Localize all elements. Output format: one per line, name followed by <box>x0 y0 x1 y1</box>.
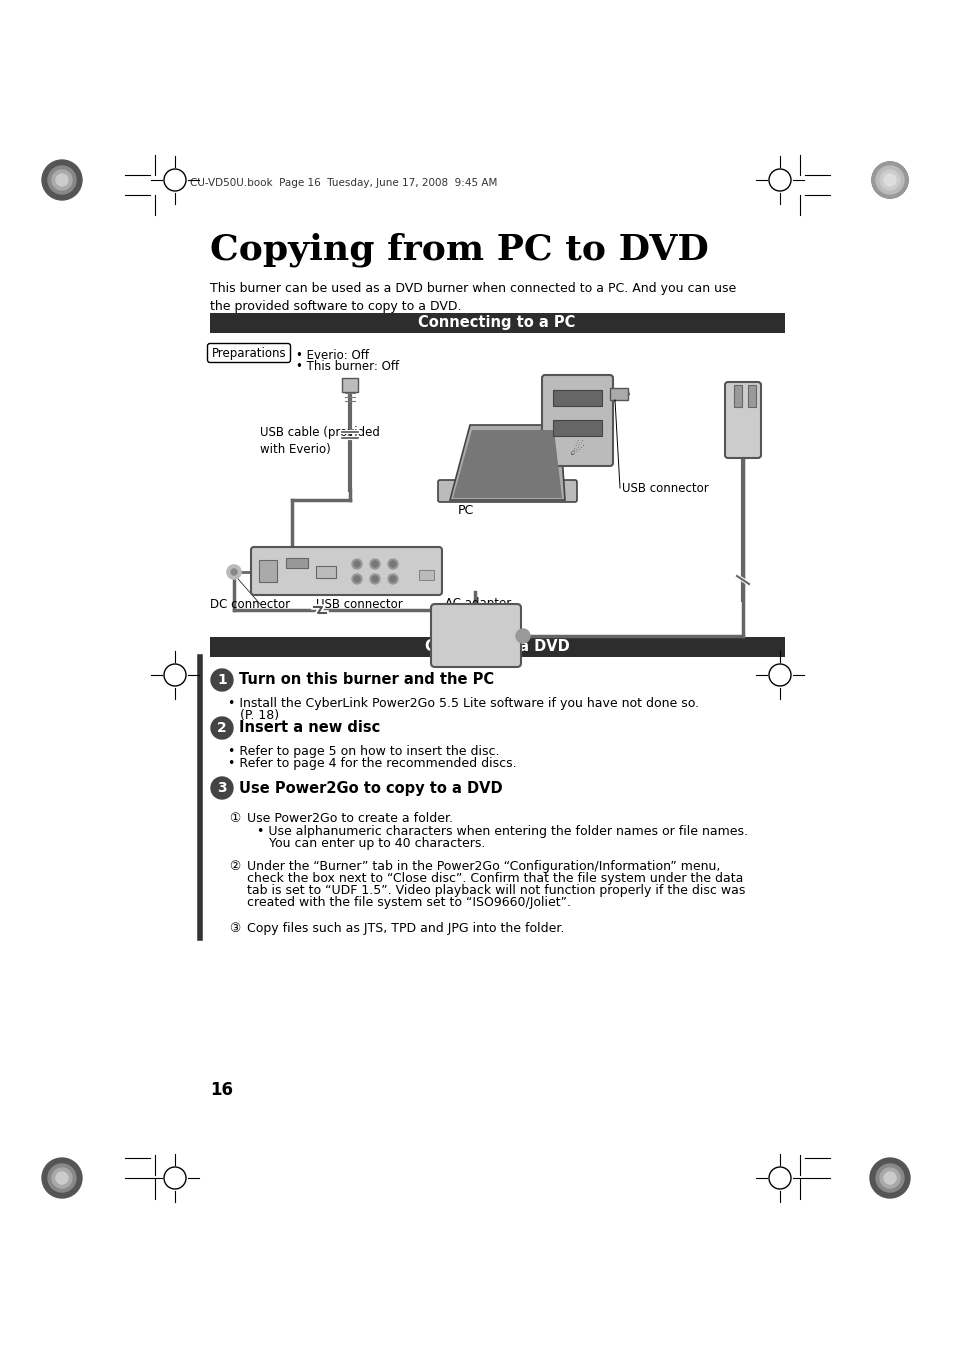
Text: USB cable (provided
with Everio): USB cable (provided with Everio) <box>260 427 379 456</box>
Text: PC: PC <box>457 504 474 517</box>
Text: USB connector: USB connector <box>315 598 402 610</box>
Polygon shape <box>450 425 564 500</box>
Circle shape <box>227 566 241 579</box>
Text: You can enter up to 40 characters.: You can enter up to 40 characters. <box>256 837 485 850</box>
FancyBboxPatch shape <box>431 603 520 667</box>
Circle shape <box>370 559 379 568</box>
Circle shape <box>231 568 236 575</box>
Circle shape <box>875 166 903 194</box>
Bar <box>553 420 601 436</box>
Circle shape <box>879 1168 899 1188</box>
Circle shape <box>372 562 377 567</box>
Text: created with the file system set to “ISO9660/Joliet”.: created with the file system set to “ISO… <box>247 896 571 909</box>
Text: Use Power2Go to create a folder.: Use Power2Go to create a folder. <box>247 811 453 825</box>
Text: Use Power2Go to copy to a DVD: Use Power2Go to copy to a DVD <box>239 780 502 795</box>
Text: ②: ② <box>229 860 240 873</box>
Circle shape <box>52 170 71 190</box>
FancyBboxPatch shape <box>724 382 760 458</box>
FancyBboxPatch shape <box>251 547 441 595</box>
Bar <box>210 637 784 657</box>
Circle shape <box>871 162 907 198</box>
Circle shape <box>388 574 397 585</box>
Text: • Everio: Off: • Everio: Off <box>295 350 369 362</box>
Text: • This burner: Off: • This burner: Off <box>295 360 398 373</box>
Text: USB connector: USB connector <box>621 482 708 494</box>
Circle shape <box>880 171 898 189</box>
Circle shape <box>871 162 907 198</box>
Text: 2: 2 <box>217 721 227 734</box>
Bar <box>733 385 741 406</box>
Text: • Install the CyberLink Power2Go 5.5 Lite software if you have not done so.: • Install the CyberLink Power2Go 5.5 Lit… <box>228 697 699 710</box>
Text: ☄: ☄ <box>569 441 584 459</box>
Text: ③: ③ <box>229 922 240 936</box>
Text: • Refer to page 4 for the recommended discs.: • Refer to page 4 for the recommended di… <box>228 757 517 769</box>
Circle shape <box>211 717 233 738</box>
Text: Under the “Burner” tab in the Power2Go “Configuration/Information” menu,: Under the “Burner” tab in the Power2Go “… <box>247 860 720 873</box>
Bar <box>747 385 755 406</box>
Bar <box>553 390 601 406</box>
FancyBboxPatch shape <box>208 343 291 363</box>
Text: ①: ① <box>229 811 240 825</box>
Circle shape <box>388 559 397 568</box>
Circle shape <box>56 1172 68 1184</box>
Circle shape <box>352 559 361 568</box>
Bar <box>286 558 308 568</box>
FancyBboxPatch shape <box>541 375 613 466</box>
Bar <box>418 570 434 580</box>
Circle shape <box>390 576 395 582</box>
Text: Connecting to a PC: Connecting to a PC <box>417 316 575 331</box>
Polygon shape <box>453 431 561 498</box>
Bar <box>315 566 335 578</box>
Text: Copying from PC to DVD: Copying from PC to DVD <box>210 232 708 267</box>
Circle shape <box>877 167 902 193</box>
Bar <box>341 378 357 392</box>
Text: 3: 3 <box>217 782 227 795</box>
Text: tab is set to “UDF 1.5”. Video playback will not function properly if the disc w: tab is set to “UDF 1.5”. Video playback … <box>247 884 744 896</box>
Circle shape <box>42 161 82 200</box>
Text: • Use alphanumeric characters when entering the folder names or file names.: • Use alphanumeric characters when enter… <box>256 825 747 838</box>
Circle shape <box>211 778 233 799</box>
Circle shape <box>354 576 359 582</box>
Text: Insert a new disc: Insert a new disc <box>239 721 380 736</box>
Circle shape <box>883 174 895 186</box>
Circle shape <box>354 562 359 567</box>
Text: DC connector: DC connector <box>210 598 290 610</box>
Text: Copying to a DVD: Copying to a DVD <box>424 640 569 655</box>
Circle shape <box>875 1164 903 1192</box>
Circle shape <box>883 174 895 185</box>
Text: 1: 1 <box>217 674 227 687</box>
Text: Copy files such as JTS, TPD and JPG into the folder.: Copy files such as JTS, TPD and JPG into… <box>247 922 564 936</box>
Bar <box>258 560 276 582</box>
Circle shape <box>52 1168 71 1188</box>
Circle shape <box>48 166 76 194</box>
Circle shape <box>883 1172 895 1184</box>
Circle shape <box>56 174 68 186</box>
Text: AC adapter: AC adapter <box>444 598 511 610</box>
Text: Preparations: Preparations <box>212 347 286 359</box>
Text: (P. 18): (P. 18) <box>228 709 279 722</box>
Bar <box>210 313 784 333</box>
Circle shape <box>352 574 361 585</box>
Circle shape <box>370 574 379 585</box>
Text: This burner can be used as a DVD burner when connected to a PC. And you can use
: This burner can be used as a DVD burner … <box>210 282 736 313</box>
FancyBboxPatch shape <box>437 481 577 502</box>
Text: 16: 16 <box>210 1081 233 1099</box>
Circle shape <box>211 670 233 691</box>
Circle shape <box>516 629 530 643</box>
Circle shape <box>869 1158 909 1197</box>
Circle shape <box>879 170 899 190</box>
Text: check the box next to “Close disc”. Confirm that the file system under the data: check the box next to “Close disc”. Conf… <box>247 872 742 886</box>
Circle shape <box>42 1158 82 1197</box>
Circle shape <box>48 1164 76 1192</box>
Text: • Refer to page 5 on how to insert the disc.: • Refer to page 5 on how to insert the d… <box>228 745 499 757</box>
Text: CU-VD50U.book  Page 16  Tuesday, June 17, 2008  9:45 AM: CU-VD50U.book Page 16 Tuesday, June 17, … <box>190 178 497 188</box>
Circle shape <box>390 562 395 567</box>
Bar <box>609 387 627 400</box>
Circle shape <box>372 576 377 582</box>
Text: Turn on this burner and the PC: Turn on this burner and the PC <box>239 672 494 687</box>
